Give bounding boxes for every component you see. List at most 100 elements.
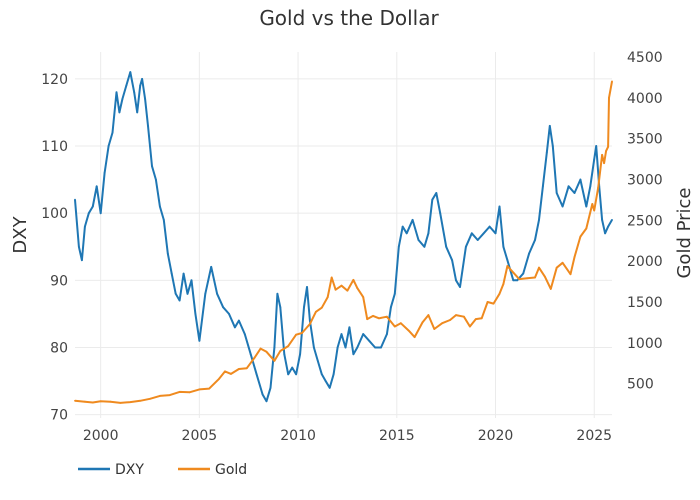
- data-point-gold: [506, 265, 509, 267]
- data-point-dxy: [291, 366, 294, 369]
- data-point-dxy: [255, 373, 258, 376]
- data-point-gold: [601, 154, 603, 156]
- data-point-dxy: [579, 178, 582, 181]
- data-point-dxy: [81, 259, 83, 262]
- data-point-gold: [608, 96, 610, 99]
- data-point-gold: [178, 391, 181, 393]
- data-point-dxy: [470, 232, 473, 235]
- data-point-dxy: [136, 111, 139, 114]
- data-point-dxy: [155, 178, 157, 181]
- data-point-gold: [534, 276, 536, 279]
- data-point-dxy: [133, 91, 136, 94]
- data-point-gold: [561, 261, 564, 264]
- series-line-gold: [74, 81, 613, 404]
- data-point-gold: [224, 370, 226, 373]
- data-point-dxy: [139, 84, 142, 87]
- data-point-gold: [340, 284, 343, 287]
- data-point-dxy: [423, 245, 426, 248]
- data-point-dxy: [431, 198, 434, 201]
- data-point-dxy: [121, 98, 124, 100]
- data-point-gold: [585, 227, 588, 230]
- data-point-dxy: [111, 131, 114, 134]
- data-point-dxy: [228, 313, 230, 315]
- data-point-dxy: [516, 279, 519, 282]
- data-point-dxy: [482, 232, 485, 235]
- data-point-gold: [555, 266, 558, 269]
- y2-tick-label: 1000: [627, 336, 663, 352]
- data-point-gold: [253, 356, 256, 359]
- data-point-dxy: [269, 386, 272, 389]
- data-point-dxy: [276, 292, 279, 295]
- data-point-gold: [188, 391, 191, 394]
- data-point-gold: [427, 314, 430, 316]
- data-point-dxy: [186, 292, 189, 295]
- data-point-gold: [320, 306, 323, 309]
- data-point-dxy: [459, 286, 461, 288]
- data-point-dxy: [328, 386, 331, 389]
- data-point-gold: [579, 235, 582, 238]
- legend-item-dxy[interactable]: DXY: [78, 462, 144, 478]
- data-point-gold: [149, 397, 151, 400]
- data-point-dxy: [336, 346, 339, 349]
- x-tick-label: 2010: [280, 428, 316, 444]
- x-tick-label: 2025: [576, 428, 612, 444]
- data-point-gold: [474, 318, 477, 320]
- data-point-dxy: [222, 306, 225, 309]
- data-point-dxy: [542, 185, 544, 188]
- data-point-dxy: [159, 205, 161, 208]
- data-point-dxy: [386, 333, 388, 335]
- data-point-dxy: [324, 380, 327, 382]
- x-tick-label: 2000: [83, 428, 119, 444]
- data-point-dxy: [417, 239, 420, 241]
- data-point-dxy: [435, 192, 438, 194]
- data-point-gold: [441, 322, 444, 325]
- data-point-dxy: [352, 353, 355, 356]
- data-point-dxy: [593, 158, 596, 161]
- data-point-dxy: [601, 219, 603, 221]
- data-point-gold: [139, 399, 142, 402]
- data-point-gold: [119, 402, 122, 404]
- data-point-gold: [295, 333, 297, 336]
- legend-item-gold[interactable]: Gold: [178, 462, 247, 478]
- legend-label: Gold: [215, 462, 247, 478]
- chart-title: Gold vs the Dollar: [259, 6, 439, 30]
- data-point-gold: [605, 150, 607, 152]
- data-point-gold: [245, 367, 248, 370]
- legend: DXY Gold: [78, 462, 247, 478]
- y-tick-label: 110: [41, 139, 68, 155]
- data-point-dxy: [548, 125, 551, 127]
- data-point-gold: [366, 318, 369, 320]
- x-tick-label: 2005: [182, 428, 218, 444]
- data-point-gold: [455, 314, 457, 316]
- data-point-dxy: [243, 333, 246, 335]
- data-point-dxy: [595, 145, 598, 147]
- data-point-dxy: [534, 239, 536, 241]
- data-point-dxy: [295, 373, 297, 376]
- data-point-dxy: [273, 346, 276, 349]
- data-point-dxy: [567, 185, 570, 188]
- data-point-gold: [518, 278, 521, 280]
- data-point-dxy: [522, 272, 525, 275]
- data-point-gold: [502, 283, 505, 285]
- data-point-dxy: [393, 292, 396, 295]
- y2-tick-label: 3000: [627, 172, 663, 188]
- data-point-dxy: [528, 252, 530, 255]
- data-point-dxy: [166, 252, 169, 255]
- series-points-dxy: [74, 71, 613, 403]
- data-point-dxy: [151, 165, 153, 168]
- data-point-gold: [218, 377, 221, 380]
- data-point-gold: [573, 256, 576, 258]
- data-point-dxy: [545, 151, 548, 154]
- data-point-dxy: [439, 212, 442, 215]
- data-point-gold: [84, 400, 86, 403]
- y2-tick-label: 2500: [627, 213, 663, 229]
- data-point-dxy: [538, 219, 540, 221]
- data-point-dxy: [573, 192, 576, 194]
- x-tick-label: 2020: [478, 428, 514, 444]
- data-point-dxy: [405, 232, 408, 235]
- grid-layer: [75, 52, 612, 418]
- y2-tick-label: 1500: [627, 295, 663, 311]
- data-point-gold: [569, 273, 572, 276]
- data-point-dxy: [506, 259, 509, 262]
